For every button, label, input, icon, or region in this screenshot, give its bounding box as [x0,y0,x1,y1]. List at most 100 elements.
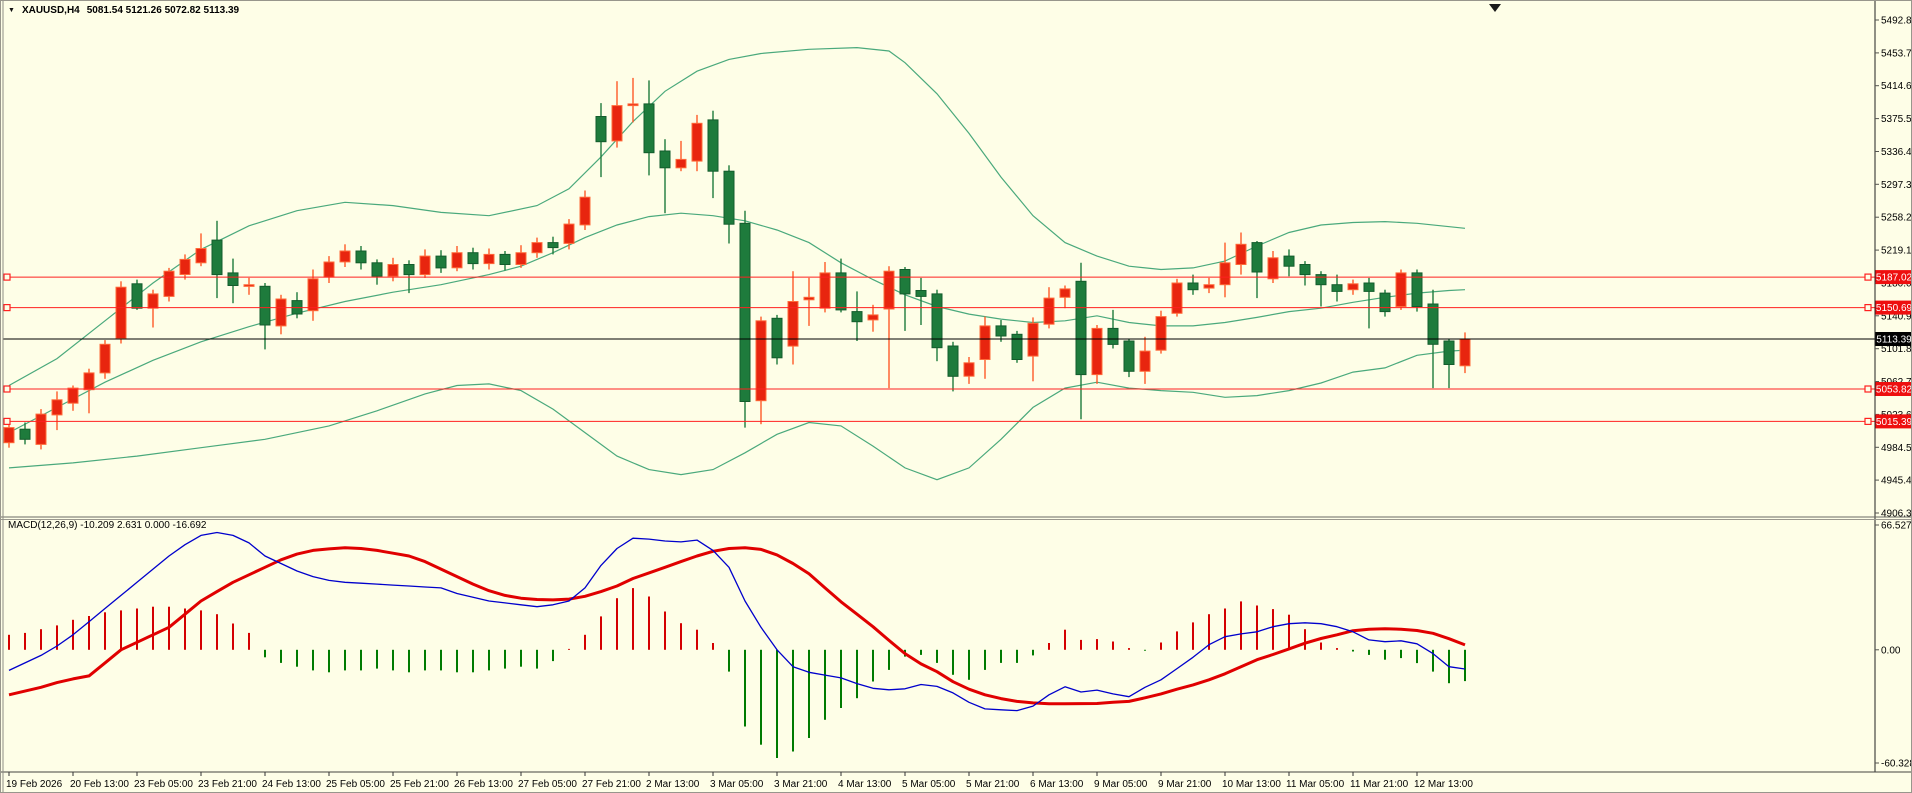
candle [835,258,847,313]
price-level-badge: 5150.69 [1875,300,1912,315]
candle [355,246,367,270]
current-price-badge: 5113.39 [1875,332,1912,346]
candle [147,289,159,328]
price-axis-tick-label: 5219.15 [1881,246,1912,257]
candle [579,190,591,230]
level-endpoint-handle[interactable] [3,273,11,281]
candle [195,233,207,267]
candle [1091,325,1103,384]
symbol-dropdown-icon[interactable]: ▼ [8,6,15,14]
candle [787,271,799,365]
candle [1299,261,1311,286]
time-axis-label: 9 Mar 21:00 [1158,779,1212,790]
price-axis-tick-label: 4906.35 [1881,509,1912,520]
candle [1443,339,1455,389]
candle [163,267,175,302]
candle [419,249,431,278]
candle [515,245,527,268]
macd-panel[interactable] [8,531,1466,759]
price-axis-tick-label: 5414.65 [1881,81,1912,92]
price-axis-tick-label: 5336.45 [1881,147,1912,158]
level-endpoint-handle[interactable] [1864,273,1872,281]
candle [1059,285,1071,309]
candle [739,210,751,428]
svg-text:5187.02: 5187.02 [1876,273,1912,284]
symbol-period-label: XAUUSD,H4 [21,5,80,16]
candle [483,248,495,270]
candle [771,314,783,365]
svg-text:5150.69: 5150.69 [1876,303,1912,314]
price-level-line[interactable] [3,417,1875,425]
price-axis-tick-label: 5375.55 [1881,114,1912,125]
time-axis-label: 19 Feb 2026 [6,779,63,790]
candle [643,80,655,176]
candle [723,165,735,244]
price-level-line[interactable] [3,385,1875,393]
candle [307,269,319,321]
macd-main-line [8,531,1466,712]
candle [1347,279,1359,295]
candle [595,103,607,178]
candle [963,357,975,384]
level-endpoint-handle[interactable] [1864,417,1872,425]
candle [1107,309,1119,349]
chart-shift-marker-icon [1489,4,1501,12]
bollinger-lower-band [8,349,1466,481]
candle [1219,242,1231,298]
candle [1379,289,1391,317]
candle [707,110,719,199]
time-axis-label: 6 Mar 13:00 [1030,779,1084,790]
macd-axis-tick-label: 0.00 [1881,645,1901,656]
time-axis-label: 26 Feb 13:00 [454,779,513,790]
candle [627,77,639,123]
price-axis[interactable]: 5492.85 5453.75 5414.65 5375.55 5336.45 5297.… [1875,16,1912,520]
candle [1395,269,1407,310]
candle [1027,317,1039,382]
candle [755,316,767,425]
candle [659,139,671,214]
bollinger-middle-band [8,212,1466,434]
candle [1363,277,1375,329]
candle [995,320,1007,342]
candle [115,281,127,344]
candle [387,257,399,282]
candle [435,250,447,273]
candle [227,258,239,304]
macd-axis[interactable]: 66.527 0.00 -60.328 [1875,521,1912,770]
time-axis-label: 20 Feb 13:00 [70,779,129,790]
price-level-line[interactable] [3,304,1875,312]
level-endpoint-handle[interactable] [1864,385,1872,393]
candle [339,244,351,267]
candle [51,391,63,431]
candle [1283,249,1295,277]
candle [883,266,895,389]
svg-text:5113.39: 5113.39 [1876,334,1912,345]
time-axis-label: 5 Mar 21:00 [966,779,1020,790]
level-endpoint-handle[interactable] [3,385,11,393]
time-axis-label: 5 Mar 05:00 [902,779,956,790]
price-axis-tick-label: 4945.45 [1881,476,1912,487]
candle [803,277,815,326]
time-axis[interactable]: 19 Feb 2026 20 Feb 13:00 23 Feb 05:00 23 Fe… [6,772,1473,790]
level-endpoint-handle[interactable] [1864,304,1872,312]
price-panel[interactable] [3,46,1875,481]
level-endpoint-handle[interactable] [3,304,11,312]
candle [531,237,543,258]
candle [547,236,559,255]
candle [691,114,703,172]
svg-text:5053.82: 5053.82 [1876,385,1912,396]
candle [99,340,111,379]
time-axis-label: 12 Mar 13:00 [1414,779,1473,790]
candle [867,304,879,332]
price-level-line[interactable] [3,273,1875,281]
candle [323,256,335,283]
level-endpoint-handle[interactable] [3,417,11,425]
time-axis-label: 23 Feb 05:00 [134,779,193,790]
title-ohlc-values: 5081.54 5121.26 5072.82 5113.39 [86,5,240,16]
macd-histogram [8,588,1466,758]
candle [899,267,911,331]
price-axis-tick-label: 5140.95 [1881,311,1912,322]
